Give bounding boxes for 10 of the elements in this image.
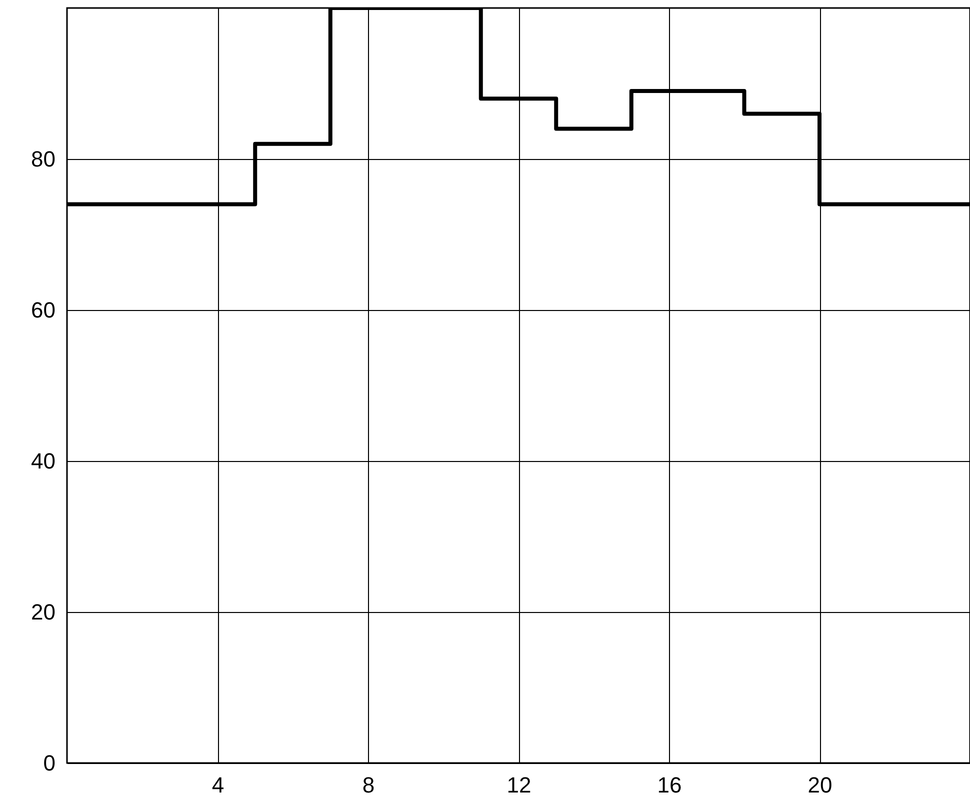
x-tick-label: 4 [212,772,224,798]
x-tick-label: 8 [362,772,375,798]
y-tick-label: 0 [43,750,56,776]
y-tick-label: 40 [31,448,56,474]
y-tick-label: 20 [31,600,56,624]
x-tick-label: 16 [657,772,682,798]
y-tick-label: 60 [31,298,56,322]
x-tick-label: 20 [808,772,832,798]
x-tick-label: 12 [506,772,532,798]
y-tick-label: 80 [31,146,56,172]
